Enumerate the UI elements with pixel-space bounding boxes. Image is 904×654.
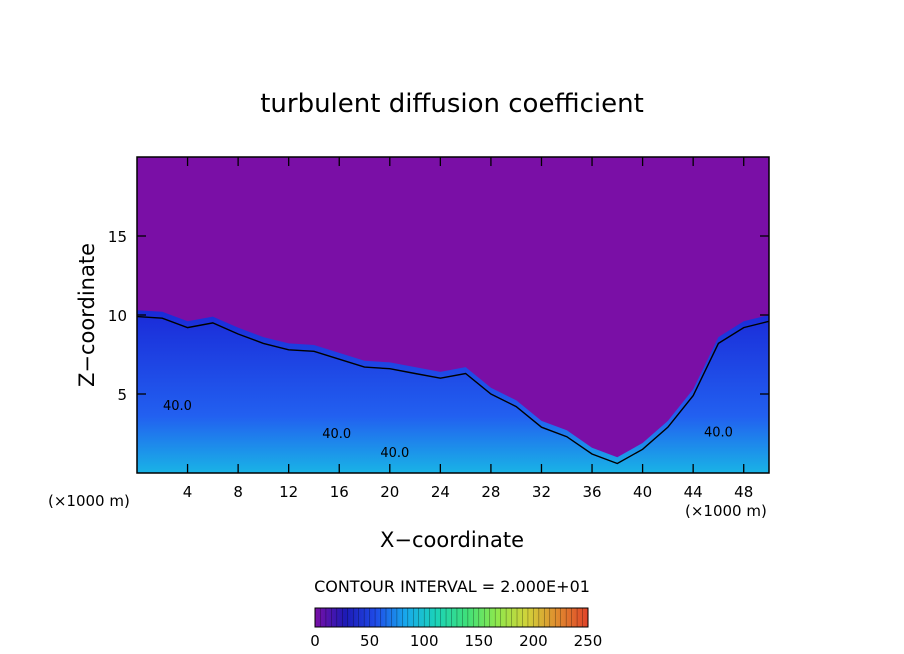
contour-interval: CONTOUR INTERVAL = 2.000E+01 [314,577,590,596]
turbulent-layer [137,310,769,473]
colorbar-ticks: 0 50 100 150 200 250 [310,608,602,650]
x-axis: 4 8 12 16 20 24 28 32 36 40 44 48 [183,157,753,501]
x-unit-right: (×1000 m) [685,502,767,520]
colorbar-tick-label: 250 [574,632,603,650]
x-tick-label: 36 [582,483,601,501]
y-axis: 5 10 15 [108,228,769,404]
colorbar-tick-label: 100 [410,632,439,650]
contour-label: 40.0 [163,399,192,414]
contour-label: 40.0 [380,446,409,461]
x-tick-label: 4 [183,483,193,501]
colorbar-tick-label: 150 [464,632,493,650]
x-tick-label: 48 [734,483,753,501]
y-axis-label: Z−coordinate [75,243,99,387]
colorbar-tick-label: 200 [519,632,548,650]
x-tick-label: 20 [380,483,399,501]
y-tick-label: 5 [117,386,127,404]
x-tick-label: 40 [633,483,652,501]
x-tick-label: 12 [279,483,298,501]
x-tick-label: 32 [532,483,551,501]
boundary-contour [137,315,769,465]
x-unit-left: (×1000 m) [48,492,130,510]
plot-field: 40.0 40.0 40.0 40.0 [137,157,769,473]
contour-label: 40.0 [322,427,351,442]
chart-title: turbulent diffusion coefficient [260,89,644,119]
y-tick-label: 10 [108,307,127,325]
x-tick-label: 24 [431,483,450,501]
x-tick-label: 44 [684,483,703,501]
contour-label: 40.0 [704,426,733,441]
x-axis-label: X−coordinate [380,528,524,552]
colorbar-tick-label: 0 [310,632,320,650]
colorbar-tick-label: 50 [360,632,379,650]
y-tick-label: 15 [108,228,127,246]
x-tick-label: 16 [330,483,349,501]
x-tick-label: 8 [233,483,243,501]
contour-labels: 40.0 40.0 40.0 40.0 [163,399,733,461]
x-tick-label: 28 [481,483,500,501]
